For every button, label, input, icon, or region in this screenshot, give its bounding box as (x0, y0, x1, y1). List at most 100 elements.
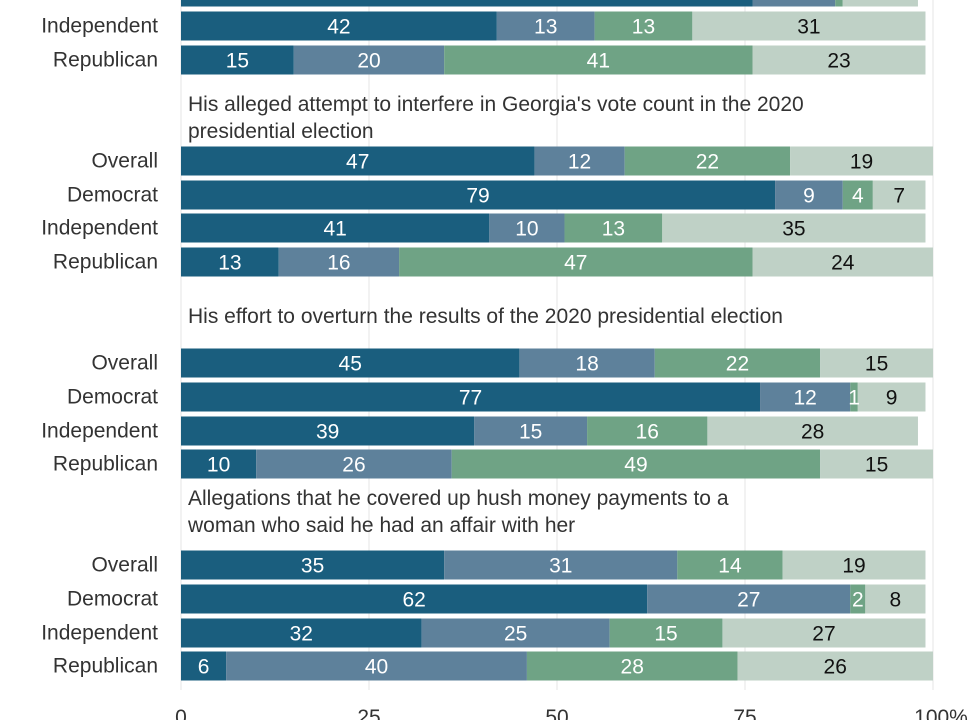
x-axis: 0 25 50 75 100% (175, 706, 968, 720)
bar-segment (835, 0, 843, 7)
row-label: Independent (41, 420, 158, 443)
bar-segment (444, 550, 678, 580)
bar-value-label: 35 (782, 218, 805, 241)
bar-segment (872, 180, 926, 210)
bar-segment (752, 0, 836, 7)
row-label: Overall (91, 150, 158, 173)
bar-segment (181, 11, 497, 41)
bar-value-label: 35 (301, 555, 324, 578)
bar-value-label: 7 (893, 185, 905, 208)
bar-value-label: 15 (865, 353, 888, 376)
bar-value-label: 79 (466, 185, 489, 208)
bar-segment (564, 213, 663, 243)
bar-value-label: 40 (365, 656, 388, 679)
bar-segment (857, 382, 926, 412)
bar-value-label: 22 (726, 353, 749, 376)
row-label: Republican (53, 453, 158, 476)
bar-value-label: 23 (827, 50, 850, 73)
bar-segment (526, 651, 738, 681)
bar-segment (181, 449, 257, 479)
bar-value-label: 10 (515, 218, 538, 241)
bar-value-label: 15 (226, 50, 249, 73)
bar-value-label: 15 (519, 421, 542, 444)
group-title: presidential election (188, 120, 374, 143)
x-tick-label: 25 (357, 706, 380, 720)
bar-segment (181, 382, 761, 412)
bar-segment (181, 618, 422, 648)
bar-value-label: 2 (852, 589, 864, 612)
bar-segment (181, 180, 776, 210)
bar-value-label: 47 (346, 151, 369, 174)
bar-value-label: 13 (218, 252, 241, 275)
bar-value-label: 42 (327, 16, 350, 39)
bar-segment (587, 416, 708, 446)
row-label: Independent (41, 15, 158, 38)
bar-segment (609, 618, 723, 648)
bar-segment (737, 651, 933, 681)
bar-segment (752, 45, 926, 75)
row-label: Republican (53, 655, 158, 678)
bar-value-label: 27 (737, 589, 760, 612)
bar-segment (624, 146, 791, 176)
bar-value-label: 18 (575, 353, 598, 376)
bar-value-label: 31 (549, 555, 572, 578)
bar-segment (474, 416, 588, 446)
bar-segment (752, 247, 933, 277)
bar-segment (662, 213, 926, 243)
bar-value-label: 20 (357, 50, 380, 73)
bar-segment (677, 550, 783, 580)
bar-value-label: 76 (455, 0, 478, 5)
bar-value-label: 16 (636, 421, 659, 444)
bar-value-label: 47 (564, 252, 587, 275)
bar-segment (421, 618, 610, 648)
group-title: Allegations that he covered up hush mone… (188, 487, 729, 510)
bar-segment (850, 382, 858, 412)
bar-value-label: 77 (459, 387, 482, 410)
bar-segment (226, 651, 527, 681)
bar-segment (534, 146, 625, 176)
bar-segment (760, 382, 851, 412)
bar-value-label: 62 (402, 589, 425, 612)
row-label: Democrat (67, 588, 158, 611)
group-title: His alleged attempt to interfere in Geor… (188, 93, 804, 116)
row-label: Overall (91, 554, 158, 577)
group-title: His effort to overturn the results of th… (188, 305, 783, 328)
bar-value-label: 24 (831, 252, 855, 275)
bar-value-label: 41 (323, 218, 346, 241)
bar-value-label: 1 (848, 387, 860, 410)
bar-segment (519, 348, 655, 378)
bar-segment (181, 0, 753, 7)
bar-segment (181, 416, 475, 446)
group-title: woman who said he had an affair with her (187, 514, 575, 537)
bar-segment (692, 11, 926, 41)
bar-value-label: 26 (824, 656, 847, 679)
bar-segment (820, 449, 933, 479)
bar-value-label: 49 (624, 454, 647, 477)
x-tick-label: 100% (914, 706, 968, 720)
bar-segment (782, 550, 926, 580)
row-label: Republican (53, 49, 158, 72)
bar-value-label: 10 (869, 0, 892, 5)
bar-value-label: 31 (797, 16, 820, 39)
bar-value-label: 19 (842, 555, 865, 578)
bars (181, 0, 933, 681)
bar-value-label: 16 (327, 252, 350, 275)
bar-segment (181, 651, 227, 681)
bar-value-label: 12 (793, 387, 816, 410)
bar-segment (293, 45, 445, 75)
bar-value-label: 8 (890, 589, 902, 612)
bar-value-label: 45 (339, 353, 362, 376)
bar-value-label: 28 (801, 421, 824, 444)
bar-value-label: 32 (290, 623, 313, 646)
bar-value-label: 14 (718, 555, 742, 578)
row-label: Democrat (67, 184, 158, 207)
bar-segment (399, 247, 753, 277)
bar-segment (181, 146, 535, 176)
bar-segment (842, 0, 918, 7)
x-tick-label: 75 (733, 706, 756, 720)
bar-value-label: 11 (783, 0, 805, 5)
bar-value-label: 22 (696, 151, 719, 174)
bar-segment (850, 584, 866, 614)
x-tick-label: 0 (175, 706, 187, 720)
